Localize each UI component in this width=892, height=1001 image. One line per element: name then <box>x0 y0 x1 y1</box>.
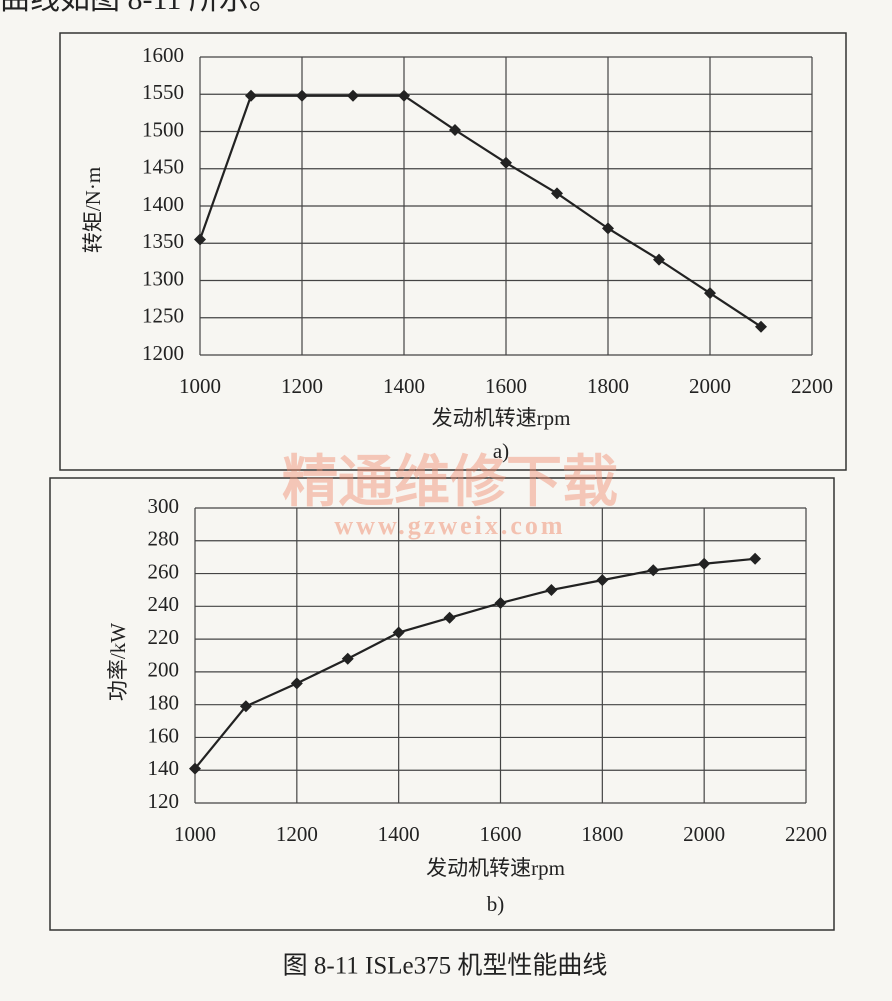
data-point <box>398 89 410 102</box>
y-tick-label: 220 <box>148 625 180 649</box>
data-point <box>443 611 456 624</box>
y-tick-label: 1550 <box>142 80 184 104</box>
y-tick-label: 1600 <box>142 43 184 67</box>
data-point <box>647 564 660 577</box>
watermark-url: www.gzweix.com <box>334 511 565 540</box>
y-tick-label: 280 <box>148 527 180 551</box>
data-point <box>189 762 201 775</box>
y-tick-label: 240 <box>148 592 180 616</box>
data-line <box>198 94 762 328</box>
x-tick-label: 1000 <box>174 822 216 846</box>
y-tick-label: 300 <box>148 494 180 518</box>
x-tick-label: 2200 <box>791 374 833 398</box>
data-point <box>749 552 762 565</box>
data-point <box>602 222 614 235</box>
watermark-title: 精通维修下载 <box>282 452 618 514</box>
data-point <box>290 677 303 690</box>
y-axis-label: 转矩/N·m <box>81 167 105 253</box>
data-point <box>596 574 609 587</box>
chart-label: a) <box>493 439 509 463</box>
x-tick-label: 1600 <box>480 822 522 846</box>
data-point <box>194 233 206 246</box>
chart-label: b) <box>487 892 505 916</box>
data-point <box>704 287 716 300</box>
y-tick-label: 1500 <box>142 117 184 141</box>
x-tick-label: 1800 <box>581 822 623 846</box>
data-point <box>341 652 354 665</box>
x-tick-label: 1200 <box>281 374 323 398</box>
data-point <box>653 253 665 266</box>
y-tick-label: 160 <box>148 723 180 747</box>
data-point <box>494 597 507 610</box>
data-point <box>698 557 711 570</box>
x-tick-label: 1400 <box>378 822 420 846</box>
header-text: 曲线如图 8-11 所示。 <box>0 0 279 16</box>
x-tick-label: 1800 <box>587 374 629 398</box>
y-tick-label: 140 <box>148 756 180 780</box>
chart-b-frame <box>49 477 835 931</box>
x-tick-label: 1400 <box>383 374 425 398</box>
x-tick-label: 2200 <box>785 822 827 846</box>
data-point <box>245 89 257 102</box>
y-tick-label: 1400 <box>142 192 184 216</box>
x-tick-label: 2000 <box>683 822 725 846</box>
data-point <box>500 156 512 169</box>
y-tick-label: 1350 <box>142 229 184 253</box>
data-point <box>545 583 558 596</box>
x-tick-label: 1600 <box>485 374 527 398</box>
y-tick-label: 1300 <box>142 266 184 290</box>
data-point <box>239 700 252 713</box>
x-tick-label: 1200 <box>276 822 318 846</box>
y-tick-label: 1450 <box>142 155 184 179</box>
x-tick-label: 2000 <box>689 374 731 398</box>
caption: 图 8-11 ISLe375 机型性能曲线 <box>283 952 608 980</box>
x-axis-label: 发动机转速rpm <box>426 856 565 880</box>
y-tick-label: 180 <box>148 690 180 714</box>
data-line <box>194 557 756 770</box>
y-axis-label: 功率/kW <box>106 623 130 701</box>
y-tick-label: 1200 <box>142 341 184 365</box>
x-tick-label: 1000 <box>179 374 221 398</box>
x-axis-label: 发动机转速rpm <box>432 406 571 430</box>
data-point <box>551 187 563 200</box>
chart-a-frame <box>59 32 847 471</box>
y-tick-label: 200 <box>148 658 180 682</box>
y-tick-label: 1250 <box>142 304 184 328</box>
data-point <box>392 626 405 639</box>
y-tick-label: 120 <box>148 789 180 813</box>
data-point <box>755 320 767 333</box>
data-point <box>449 124 461 137</box>
data-point <box>347 89 359 102</box>
data-point <box>296 89 308 102</box>
y-tick-label: 260 <box>148 559 180 583</box>
